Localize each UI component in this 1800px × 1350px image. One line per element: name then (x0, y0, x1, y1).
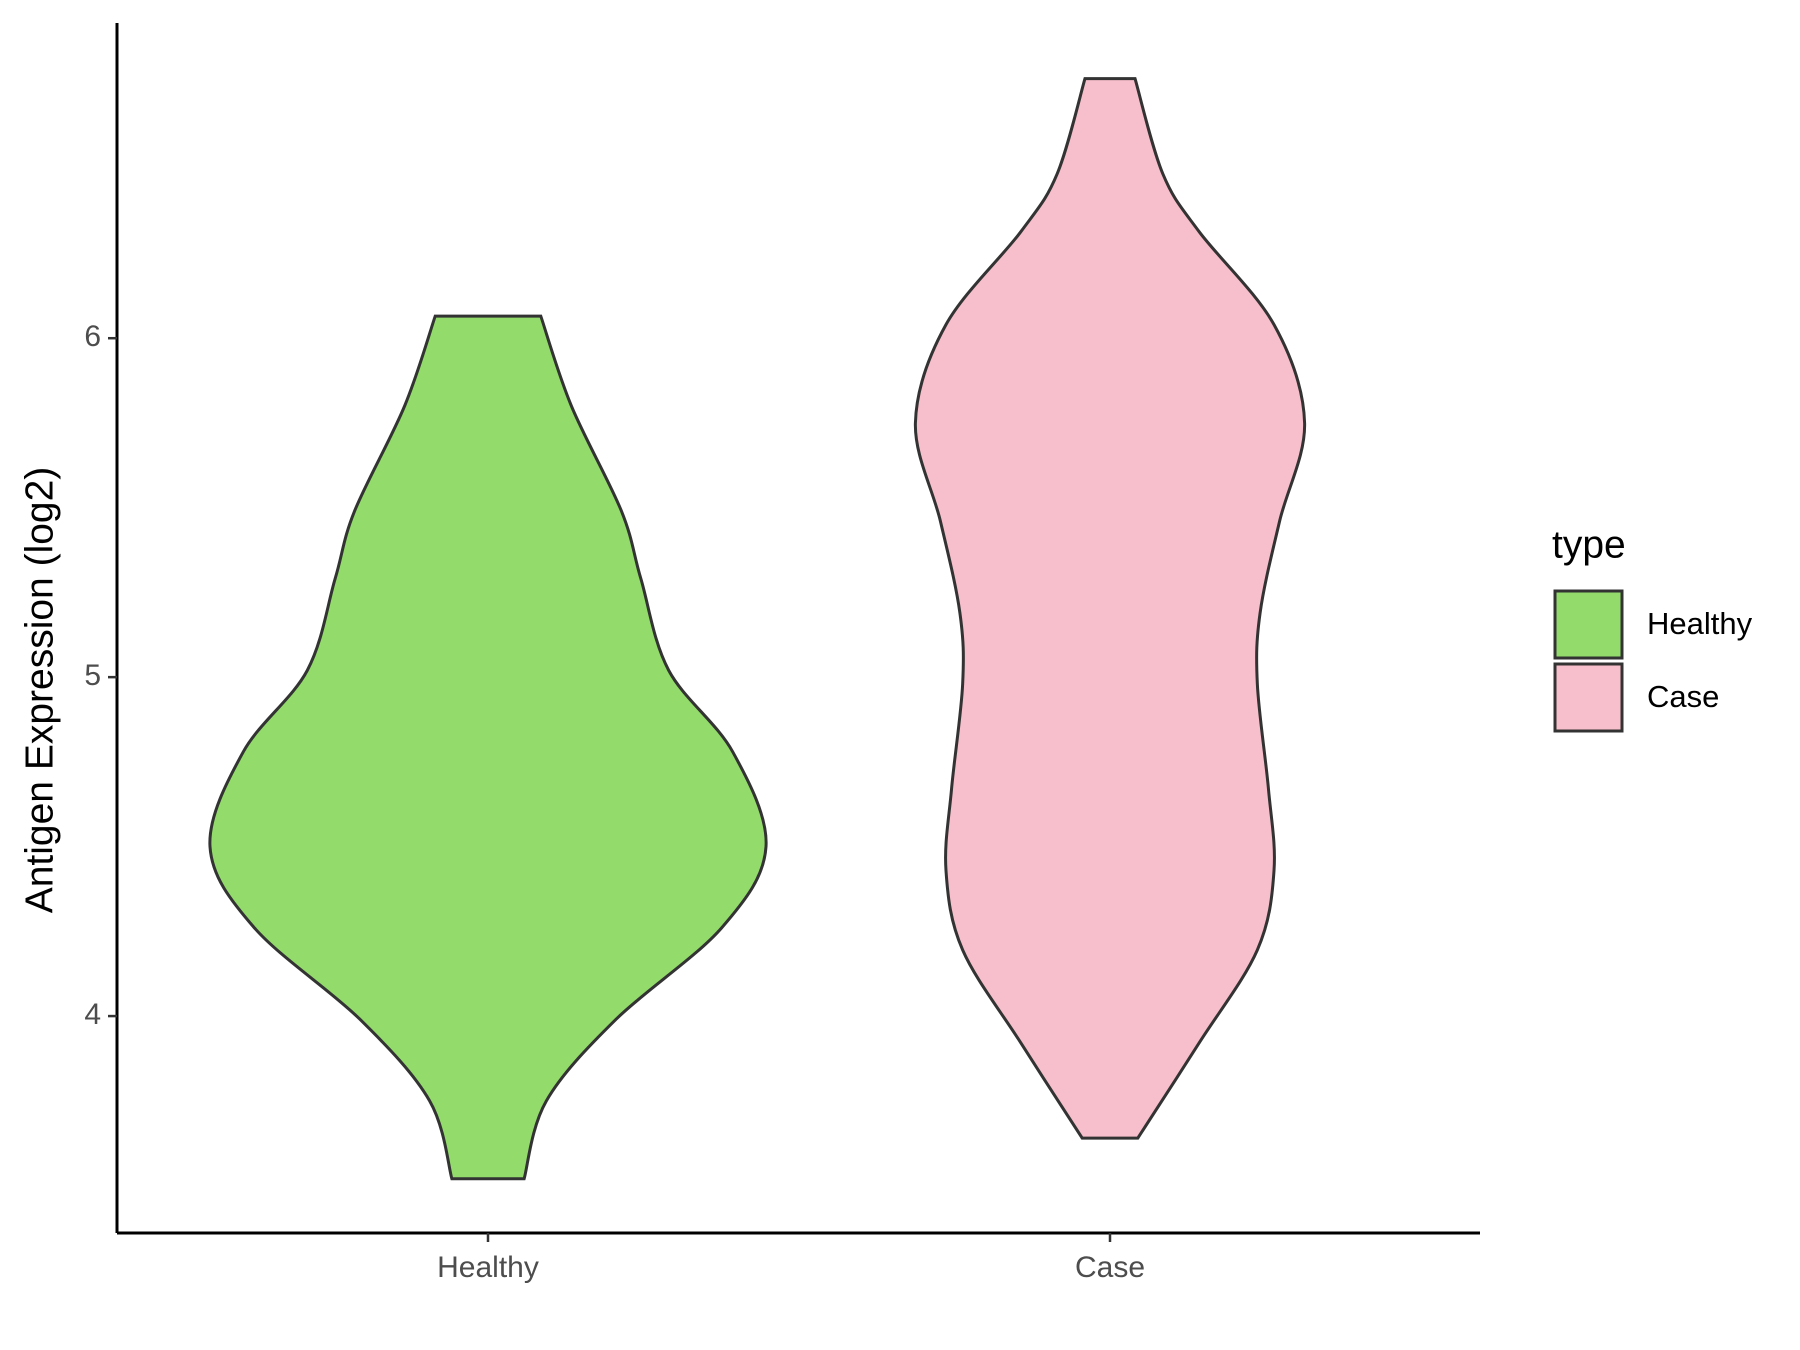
legend-title: type (1552, 523, 1626, 566)
violin (208, 314, 768, 1181)
legend-label: Healthy (1647, 606, 1753, 641)
x-tick-label: Healthy (437, 1251, 539, 1284)
legend-key (1553, 662, 1624, 733)
x-tick-label: Case (1075, 1251, 1145, 1284)
y-tick-label: 5 (84, 659, 101, 692)
y-tick-label: 4 (84, 998, 101, 1031)
violin (913, 77, 1307, 1140)
legend-key (1553, 589, 1624, 660)
legend-label: Case (1647, 679, 1719, 714)
y-tick-label: 6 (84, 320, 101, 353)
y-axis-title: Antigen Expression (log2) (18, 467, 61, 914)
